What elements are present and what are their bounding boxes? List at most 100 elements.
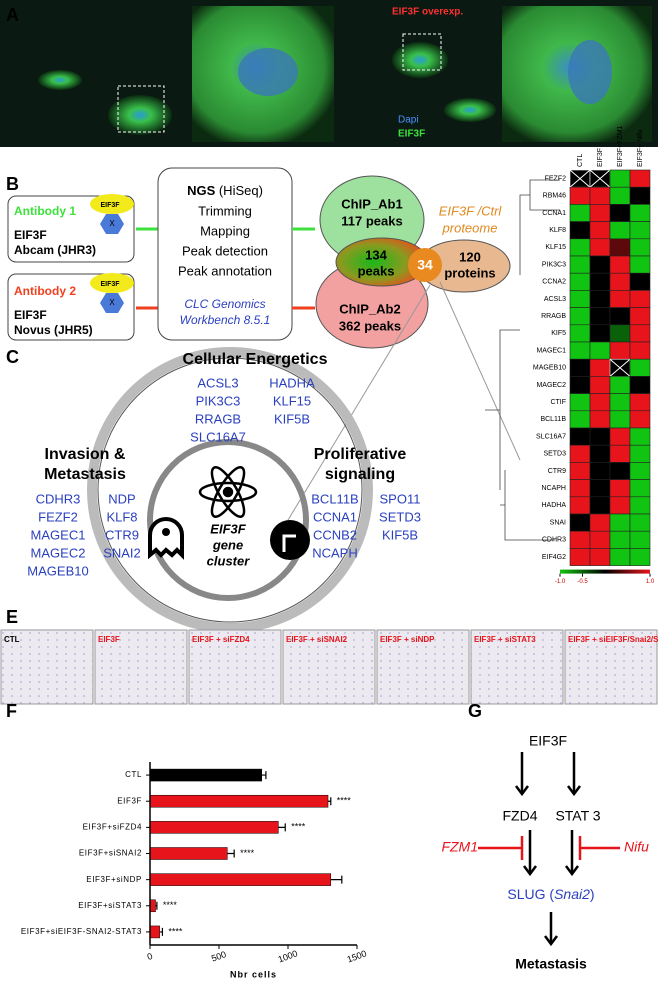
well-texture [1, 630, 93, 704]
missing-cross [569, 169, 591, 188]
well-label: EIF3F [98, 635, 120, 644]
heat-cell [629, 221, 651, 240]
ngs-step: Trimming [198, 203, 252, 218]
center-text: cluster [207, 553, 251, 568]
heat-cell [589, 186, 611, 205]
x-tick-label: 1000 [277, 948, 299, 964]
heat-cell [629, 341, 651, 360]
well-texture [377, 630, 469, 704]
ngs-title: NGS (HiSeq) [187, 183, 263, 198]
ghost-icon [148, 517, 184, 560]
heat-cell [569, 255, 591, 274]
nucleus [238, 48, 298, 96]
arrow [292, 227, 315, 310]
heat-cell [609, 341, 631, 360]
gene: BCL11B [311, 491, 358, 506]
heat-cell [629, 530, 651, 549]
heat-cell [569, 393, 591, 412]
center-text: EIF3F [210, 521, 246, 536]
missing-cross [609, 358, 631, 377]
heat-cell [569, 324, 591, 343]
error-bar [330, 875, 343, 884]
heat-cell [609, 513, 631, 532]
row-label: FEZF2 [545, 175, 566, 182]
heat-cell [569, 513, 591, 532]
y-tick-label: EIF3F+siNDP [86, 875, 142, 884]
heat-cell [629, 427, 651, 446]
heat-cell [569, 238, 591, 257]
ghost-eye [162, 528, 170, 536]
panel-label: E [6, 607, 18, 627]
cell [38, 70, 82, 90]
arrow-head [515, 785, 581, 947]
zoom-box [117, 85, 165, 133]
well-texture [471, 630, 563, 704]
x-mark: X [109, 298, 115, 307]
node: STAT 3 [555, 808, 600, 824]
well-label: EIF3F + siNDP [380, 635, 435, 644]
gene: CCNB2 [313, 527, 357, 542]
heat-cell [609, 204, 631, 222]
software: CLC Genomics [184, 297, 265, 311]
x-axis-title: Nbr cells [230, 969, 277, 979]
row-label: PIK3C3 [542, 261, 566, 268]
inhibitor-label: Nifu [624, 839, 649, 855]
inhibitor-label: FZM1 [441, 839, 478, 855]
heat-cell [629, 238, 651, 257]
x-tick-label: 0 [146, 951, 154, 962]
well-texture [95, 630, 187, 704]
well-label: EIF3F + siFZD4 [192, 635, 250, 644]
heat-cell [609, 255, 631, 274]
heat-cell [609, 376, 631, 394]
y-tick-label: CTL [125, 770, 142, 779]
heat-cell [589, 204, 611, 222]
gene-groups: Cellular Energetics ACSL3 PIK3C3 RRAGB SLC16… [27, 351, 421, 578]
x-tick-label: 500 [210, 949, 228, 964]
row-label: SETD3 [543, 451, 566, 458]
row-label: CCNA1 [542, 210, 566, 217]
heat-cell [589, 221, 611, 240]
gene: KIF5B [382, 527, 418, 542]
proteome-label: proteome [442, 220, 498, 235]
y-tick-label: EIF3F [117, 796, 142, 805]
heat-cell [589, 496, 611, 515]
row-label: KLF15 [545, 244, 566, 251]
heat-cell [589, 307, 611, 326]
significance: **** [163, 900, 178, 910]
heat-cell [609, 169, 631, 188]
heat-cell [629, 462, 651, 480]
heat-cell [569, 530, 591, 549]
tag: EIF3F [100, 202, 120, 209]
signal-icon [270, 520, 310, 560]
target-gene: Snai2 [554, 886, 590, 902]
y-tick-label: EIF3F+siSTAT3 [78, 901, 142, 910]
heat-cell [589, 410, 611, 429]
heat-cell [569, 376, 591, 394]
antibody-label: Antibody 2 [14, 284, 76, 298]
gene: SETD3 [379, 509, 421, 524]
row-label: BCL11B [540, 416, 566, 423]
gene: SLC16A7 [190, 429, 246, 444]
heat-cell [569, 444, 591, 463]
eif3f-label: EIF3F [398, 129, 425, 140]
ring [97, 357, 363, 623]
group-title: Proliferative [314, 446, 407, 463]
bar [149, 768, 263, 782]
bar [149, 794, 329, 808]
heat-cell [629, 358, 651, 377]
heat-cell [589, 479, 611, 498]
significance: **** [291, 822, 306, 832]
heat-cell [629, 393, 651, 412]
heat-cell [629, 290, 651, 308]
heat-cell [609, 272, 631, 291]
gene: CCNA1 [313, 509, 357, 524]
pointer [284, 284, 431, 526]
heat-cell [589, 290, 611, 308]
heat-cell [609, 496, 631, 515]
heat-cell [569, 496, 591, 515]
significance: **** [240, 848, 255, 858]
panel-label: A [6, 5, 19, 25]
heat-cell [589, 462, 611, 480]
overlay-label: EIF3F overexp. [392, 7, 463, 18]
heat-cell [609, 290, 631, 308]
